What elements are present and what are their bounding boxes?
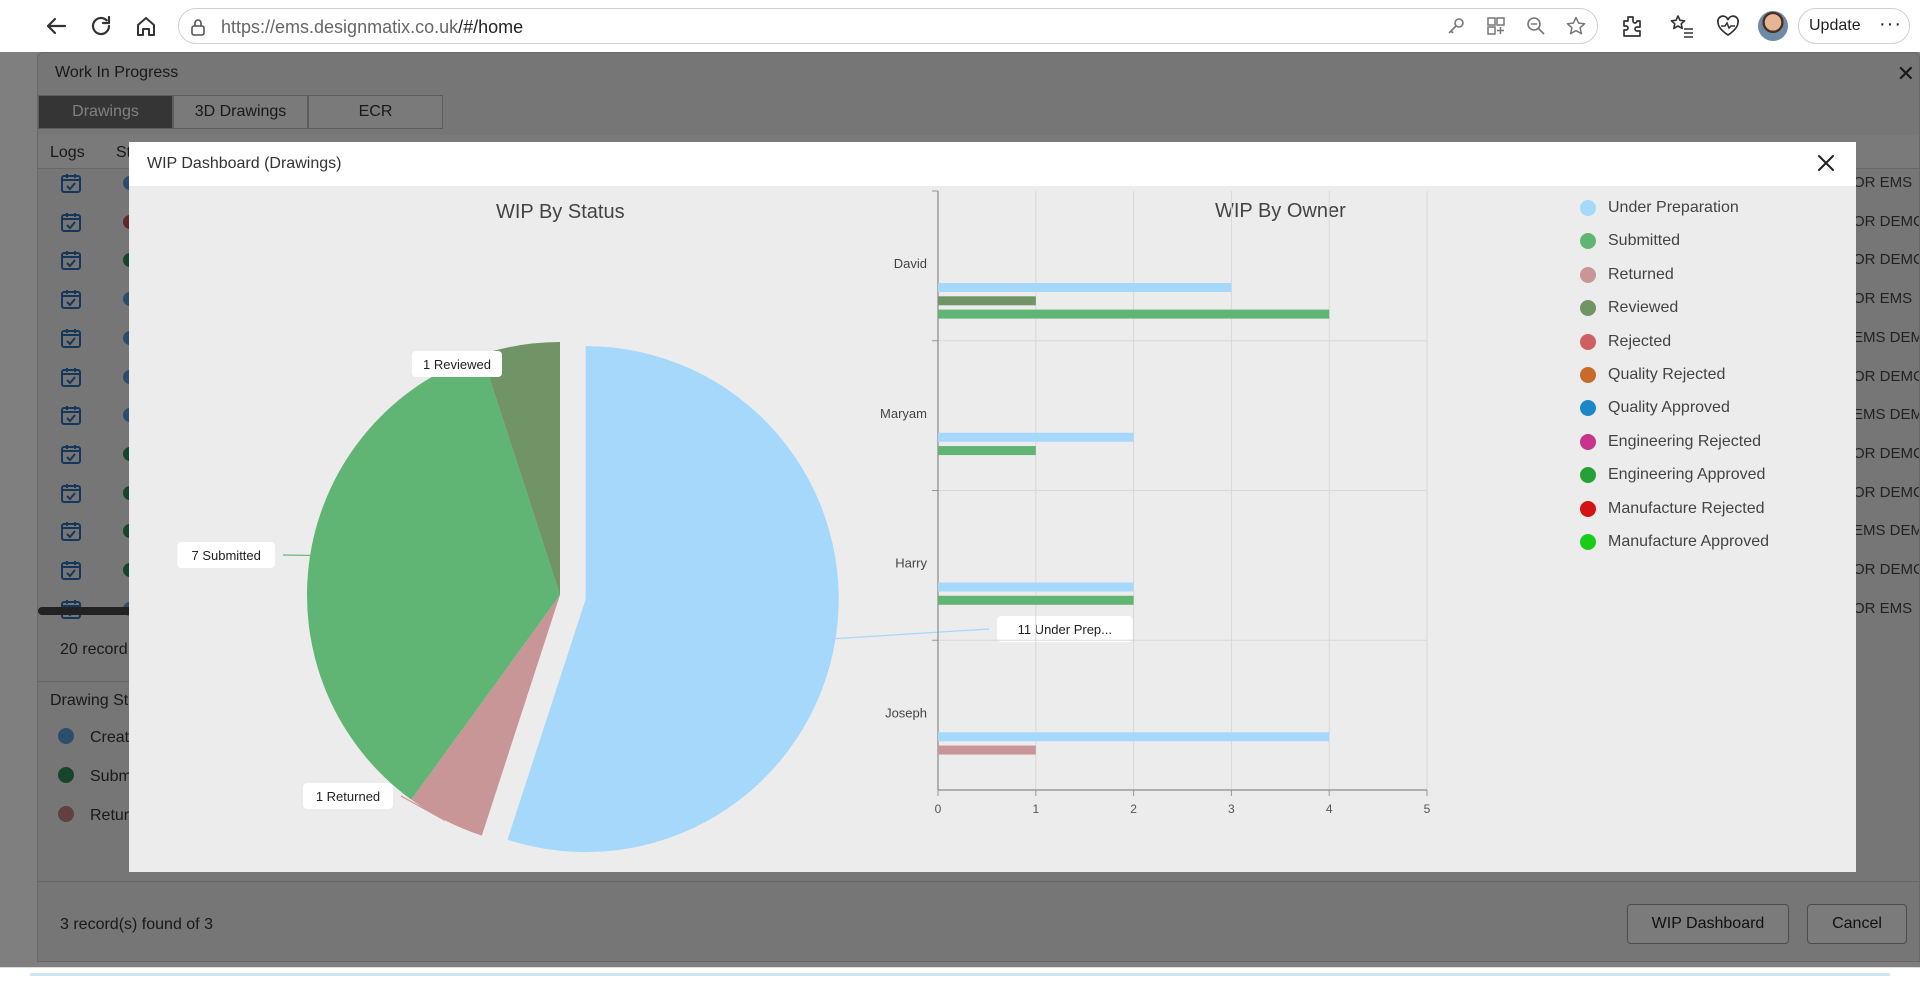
pie-callout-box <box>177 542 275 568</box>
legend-swatch <box>1580 534 1596 550</box>
legend-label: Reviewed <box>1608 299 1679 317</box>
x-tick-label: 2 <box>1130 802 1137 816</box>
x-tick-label: 1 <box>1032 802 1039 816</box>
update-button[interactable]: Update ··· <box>1798 8 1910 44</box>
extensions-icon[interactable] <box>1617 12 1645 40</box>
legend-swatch <box>1580 400 1596 417</box>
legend-swatch <box>1580 266 1596 283</box>
modal-title: WIP Dashboard (Drawings) <box>147 155 342 172</box>
close-icon[interactable] <box>1814 151 1838 175</box>
category-label: Maryam <box>880 406 927 421</box>
pie-callout-box <box>997 616 1133 642</box>
favorites-list-icon[interactable] <box>1668 12 1696 40</box>
legend-swatch <box>1580 300 1596 317</box>
legend-swatch <box>1580 500 1596 517</box>
legend-swatch <box>1580 367 1596 383</box>
more-options-icon[interactable]: ··· <box>1879 13 1902 35</box>
pie-callout-label: 1 Returned <box>316 789 380 804</box>
bar-reviewed <box>938 296 1036 306</box>
apps-icon[interactable] <box>1485 15 1507 37</box>
bar-returned <box>938 745 1036 755</box>
bar-submitted <box>938 446 1036 456</box>
legend-swatch <box>1580 200 1596 216</box>
favorite-star-icon[interactable] <box>1565 15 1587 37</box>
bar-under-preparation <box>938 582 1134 592</box>
pie-callout-box <box>303 783 393 809</box>
bar-under-preparation <box>938 732 1330 742</box>
pie-callout-line <box>835 628 990 640</box>
legend-label: Submitted <box>1608 232 1681 250</box>
zoom-out-icon[interactable] <box>1525 15 1547 37</box>
back-arrow-icon[interactable] <box>40 10 72 42</box>
x-tick-label: 5 <box>1424 802 1431 816</box>
address-bar[interactable]: https://ems.designmatix.co.uk/#/home <box>178 8 1598 44</box>
legend-label: Rejected <box>1608 332 1672 350</box>
bottom-strip <box>0 967 1920 985</box>
legend-label: Engineering Rejected <box>1608 432 1761 450</box>
legend-label: Quality Rejected <box>1608 366 1726 383</box>
refresh-icon[interactable] <box>85 10 117 42</box>
legend-swatch <box>1580 433 1596 450</box>
legend-label: Quality Approved <box>1608 399 1730 417</box>
health-heart-icon[interactable] <box>1714 12 1742 40</box>
legend-label: Manufacture Approved <box>1608 533 1769 550</box>
key-icon[interactable] <box>1445 15 1467 37</box>
bar-under-preparation <box>938 283 1232 292</box>
bar-submitted <box>938 309 1330 319</box>
pie-callout-line <box>400 795 446 821</box>
modal-header: WIP Dashboard (Drawings) <box>129 142 1856 186</box>
pie-callout-label: 1 Reviewed <box>423 357 491 372</box>
url-path: /#/home <box>458 17 524 37</box>
category-label: Harry <box>895 556 927 571</box>
legend-label: Under Preparation <box>1608 199 1739 216</box>
legend-label: Returned <box>1608 265 1674 283</box>
pie-slice <box>507 346 839 853</box>
pie-slice <box>411 595 560 836</box>
profile-avatar[interactable] <box>1758 11 1788 41</box>
x-tick-label: 3 <box>1228 802 1235 816</box>
bar-submitted <box>938 595 1134 605</box>
bar-chart-title: WIP By Owner <box>1215 200 1346 222</box>
pie-callout-label: 11 Under Prep... <box>1018 622 1112 637</box>
x-tick-label: 0 <box>935 802 942 816</box>
pie-chart-title: WIP By Status <box>496 201 625 223</box>
pie-callout-box <box>412 351 502 377</box>
legend-label: Manufacture Rejected <box>1608 499 1765 517</box>
charts-canvas: 11 Under Prep... 1 Returned 7 Submitted 1 R… <box>177 190 1431 853</box>
update-label: Update <box>1809 17 1861 34</box>
category-label: David <box>894 256 927 271</box>
x-tick-label: 4 <box>1326 802 1333 816</box>
site-info-lock-icon[interactable] <box>188 17 208 37</box>
legend-swatch <box>1580 333 1596 350</box>
progress-line <box>30 973 1890 976</box>
category-label: Joseph <box>885 705 927 720</box>
url-text: https://ems.designmatix.co.uk/#/home <box>221 17 523 38</box>
legend-label: Engineering Approved <box>1608 466 1766 484</box>
pie-callout-line <box>509 344 521 365</box>
pie-slice <box>481 342 560 595</box>
legend-swatch <box>1580 233 1596 250</box>
pie-slice <box>307 354 560 800</box>
url-host: https://ems.designmatix.co.uk <box>221 17 459 37</box>
bar-under-preparation <box>938 432 1134 442</box>
pie-callout-label: 7 Submitted <box>192 548 261 563</box>
wip-dashboard-modal: WIP Dashboard (Drawings) WIP By Status W… <box>129 142 1856 872</box>
home-icon[interactable] <box>130 10 162 42</box>
legend-swatch <box>1580 467 1596 484</box>
browser-toolbar: https://ems.designmatix.co.uk/#/home Upd… <box>0 0 1920 52</box>
